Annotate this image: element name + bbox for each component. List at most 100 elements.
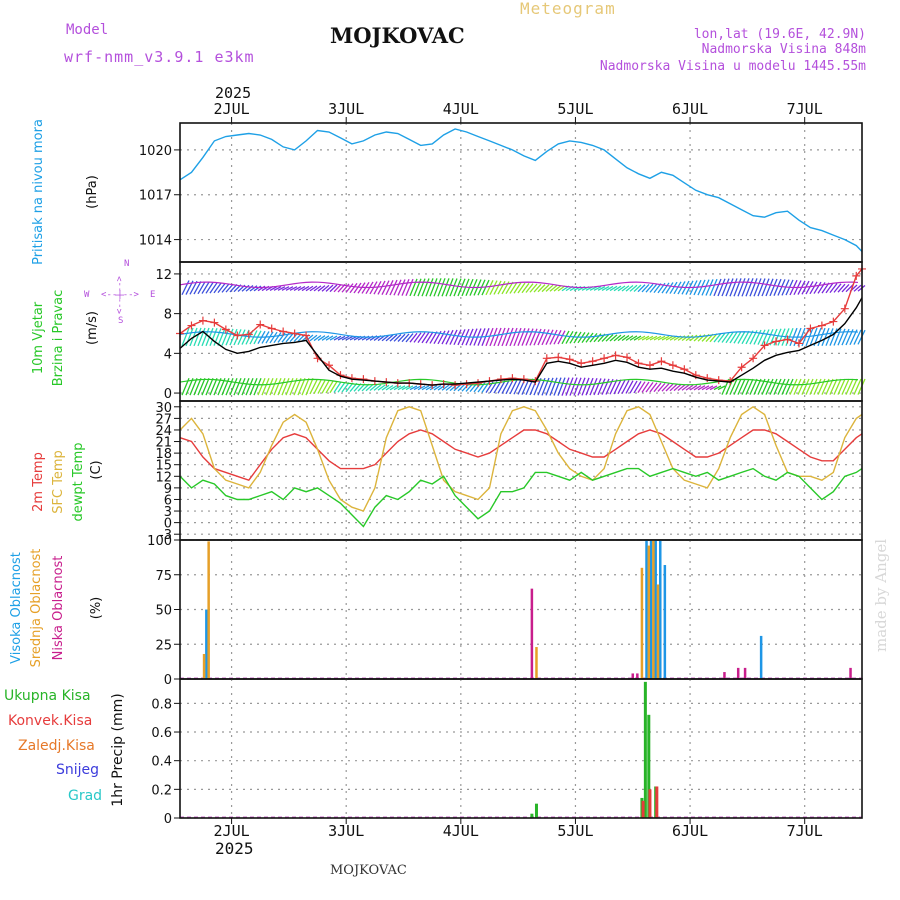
wind-barb	[589, 286, 598, 291]
wind-barb	[553, 377, 562, 396]
panels: 10141017102004812-3036912151821242730025…	[139, 100, 866, 840]
wind-barb	[545, 329, 554, 345]
wind-barb	[425, 331, 434, 344]
wind-barb	[317, 335, 326, 341]
wind-barb	[781, 378, 790, 395]
wind-gust-point	[817, 321, 826, 330]
wind-barb	[753, 278, 762, 297]
y-tick-label: 0.8	[151, 697, 172, 712]
x-tick-label-bottom: 4JUL	[443, 822, 479, 840]
wind-barb	[853, 329, 862, 345]
wind-barb	[453, 383, 462, 392]
wind-gust-point	[496, 375, 505, 384]
wind-barb	[601, 333, 610, 342]
wind-gust-point	[611, 351, 620, 360]
wind-barb	[765, 378, 774, 395]
wind-barb	[541, 284, 550, 293]
wind-barb	[413, 332, 422, 343]
wind-barb	[733, 331, 742, 344]
wind-barb	[621, 285, 630, 292]
credit-watermark: made by Angel	[872, 539, 890, 652]
wind-barb	[245, 378, 254, 396]
wind-barb	[729, 278, 738, 297]
wind-barb	[541, 329, 550, 346]
wind-barb	[397, 279, 406, 296]
wind-barb	[581, 377, 590, 396]
cloud-bar	[207, 541, 210, 679]
wind-barb	[709, 385, 718, 391]
wind-barb	[813, 378, 822, 395]
wind-barb	[441, 278, 450, 297]
wind-barb	[677, 384, 686, 391]
wind-gust-point	[852, 271, 861, 280]
model-label: Model	[66, 22, 108, 38]
wind-barb	[449, 278, 458, 297]
cloud-bar	[636, 673, 639, 679]
wind-barb	[653, 335, 662, 341]
wind-barb	[721, 332, 730, 343]
wind-barb	[449, 329, 458, 345]
panel-frame	[179, 400, 863, 541]
wind-barb	[497, 380, 506, 394]
wind-barb	[513, 379, 522, 395]
wind-barb	[221, 283, 230, 293]
wind-gust-point	[806, 324, 815, 333]
wind-barb	[405, 278, 414, 297]
cloud-bar	[631, 673, 635, 679]
wind-barb	[501, 327, 510, 347]
wind-barb	[445, 329, 454, 345]
wind-gust-point	[783, 335, 792, 344]
wind-barb	[409, 385, 418, 391]
year-bottom: 2025	[215, 839, 254, 858]
y-tick-label: 18	[155, 447, 172, 462]
wind-barb	[309, 334, 318, 342]
wind-gust-point	[794, 339, 803, 348]
cloud-bar	[649, 540, 653, 679]
wind-gust-point	[554, 353, 563, 362]
wind-barb	[401, 279, 410, 296]
x-tick-label-bottom: 2JUL	[214, 822, 250, 840]
wind-barb	[189, 280, 198, 295]
wind-barb	[281, 378, 290, 396]
wind-barb	[377, 280, 386, 295]
wind-gust-point	[474, 379, 483, 388]
wind-barb	[613, 334, 622, 342]
wind-barb	[505, 379, 514, 395]
wind-barb	[509, 281, 518, 294]
wind-barb	[673, 384, 682, 392]
wind-barb	[369, 384, 378, 392]
wind-barb	[421, 278, 430, 297]
wind-barb	[717, 278, 726, 297]
wind-barb	[397, 385, 406, 391]
temperature-series-line	[179, 467, 863, 528]
wind-barb	[801, 280, 810, 295]
wind-barb	[701, 279, 710, 296]
wind-barb	[601, 378, 610, 395]
wind-barb	[453, 329, 462, 346]
y-tick-label: 0.6	[151, 726, 172, 741]
wind-barb	[733, 378, 742, 395]
wind-barb	[385, 334, 394, 342]
wind-barb	[625, 380, 634, 394]
wind-barb	[405, 385, 414, 391]
wind-barb	[237, 378, 246, 396]
wind-barb	[389, 279, 398, 296]
wind-barb	[217, 328, 226, 346]
wind-barb	[409, 278, 418, 297]
wind-barb	[825, 378, 834, 395]
wind-barb	[181, 327, 190, 347]
wind-barb	[777, 279, 786, 296]
wind-barb	[421, 385, 430, 391]
wind-barb	[305, 334, 314, 342]
wind-gust-point	[737, 363, 746, 372]
wind-barb	[225, 283, 234, 293]
wind-barb	[209, 327, 218, 347]
wind-barb	[421, 331, 430, 344]
wind-barb	[441, 330, 450, 345]
wind-barb	[305, 285, 314, 292]
wind-barb	[853, 378, 862, 395]
x-tick-label-top: 5JUL	[557, 100, 593, 118]
wind-barb	[837, 328, 846, 346]
wind-barb	[321, 284, 330, 292]
wind-barb	[549, 284, 558, 292]
